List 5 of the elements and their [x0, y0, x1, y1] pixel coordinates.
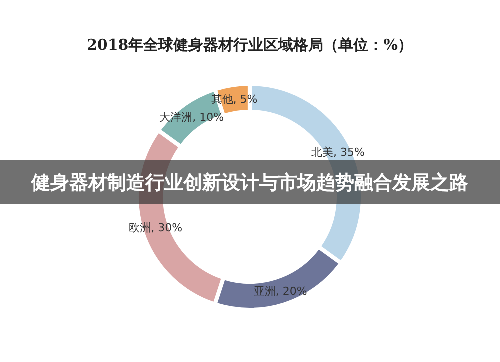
- chart-title: 2018年全球健身器材行业区域格局（单位：%）: [86, 36, 414, 54]
- slice-label: 北美, 35%: [311, 146, 365, 160]
- slice-label: 亚洲, 20%: [254, 285, 308, 298]
- slice-label: 欧洲, 30%: [129, 222, 183, 235]
- text: 健身器材制造行业创新设计与市场趋势融合发展之路: [30, 172, 468, 194]
